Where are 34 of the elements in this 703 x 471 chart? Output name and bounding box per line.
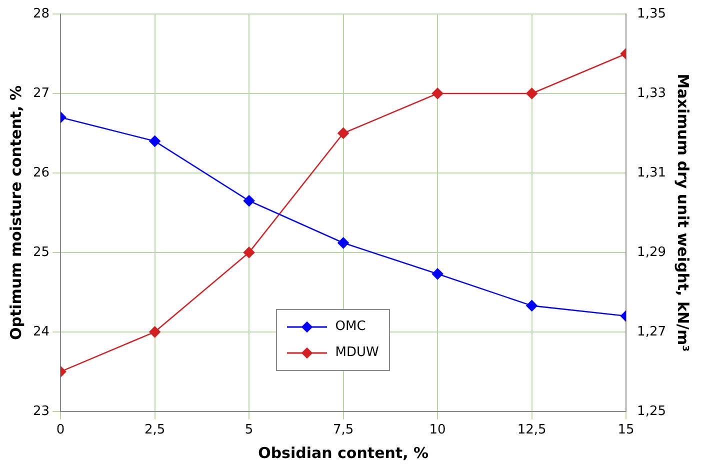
x-tick-label: 0 bbox=[56, 422, 65, 438]
point bbox=[149, 326, 160, 338]
x-tick-label: 5 bbox=[244, 422, 254, 438]
point bbox=[243, 195, 255, 206]
x-tick-label: 15 bbox=[618, 422, 634, 438]
y-tick-label: 25 bbox=[32, 244, 50, 260]
y2-tick-label: 1,35 bbox=[637, 6, 666, 22]
x-tick-label: 2,5 bbox=[144, 422, 166, 438]
y2-tick-label: 1,33 bbox=[637, 86, 666, 101]
x-axis-title: Obsidian content, % bbox=[258, 444, 429, 462]
y-tick-label: 28 bbox=[32, 6, 50, 22]
x-tick-label: 7,5 bbox=[332, 422, 354, 438]
point bbox=[338, 128, 349, 139]
point bbox=[338, 237, 349, 249]
legend-label: MDUW bbox=[335, 345, 379, 360]
y2-tick-label: 1,29 bbox=[637, 244, 666, 260]
point bbox=[432, 268, 444, 280]
y-tick-label: 24 bbox=[32, 324, 50, 340]
x-tick-label: 12,5 bbox=[517, 422, 546, 438]
point bbox=[526, 88, 538, 100]
y-tick-label: 23 bbox=[32, 404, 50, 419]
y-tick-label: 26 bbox=[32, 165, 50, 180]
point bbox=[149, 136, 160, 147]
point bbox=[432, 88, 444, 100]
y2-axis-title: Maximum dry unit weight, kN/m³ bbox=[674, 74, 692, 352]
y2-tick-label: 1,27 bbox=[637, 324, 666, 340]
y2-tick-label: 1,31 bbox=[637, 165, 666, 180]
y2-tick-label: 1,25 bbox=[637, 404, 666, 419]
point bbox=[526, 300, 538, 312]
legend-label: OMC bbox=[335, 319, 366, 334]
y-tick-label: 27 bbox=[32, 86, 50, 101]
y-axis-title: Optimum moisture content, % bbox=[6, 85, 25, 340]
point bbox=[243, 246, 255, 258]
x-tick-label: 10 bbox=[429, 422, 446, 438]
